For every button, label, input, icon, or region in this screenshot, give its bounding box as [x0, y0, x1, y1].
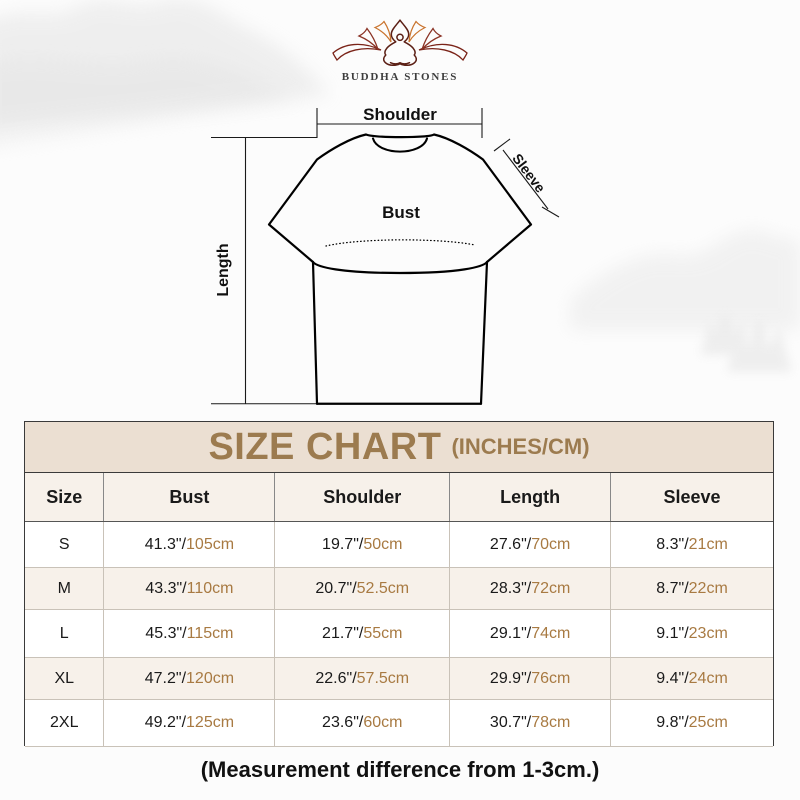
svg-text:Length: Length — [215, 243, 232, 296]
svg-text:Shoulder: Shoulder — [363, 105, 437, 124]
svg-text:Bust: Bust — [382, 203, 420, 222]
svg-text:Sleeve: Sleeve — [509, 150, 549, 195]
